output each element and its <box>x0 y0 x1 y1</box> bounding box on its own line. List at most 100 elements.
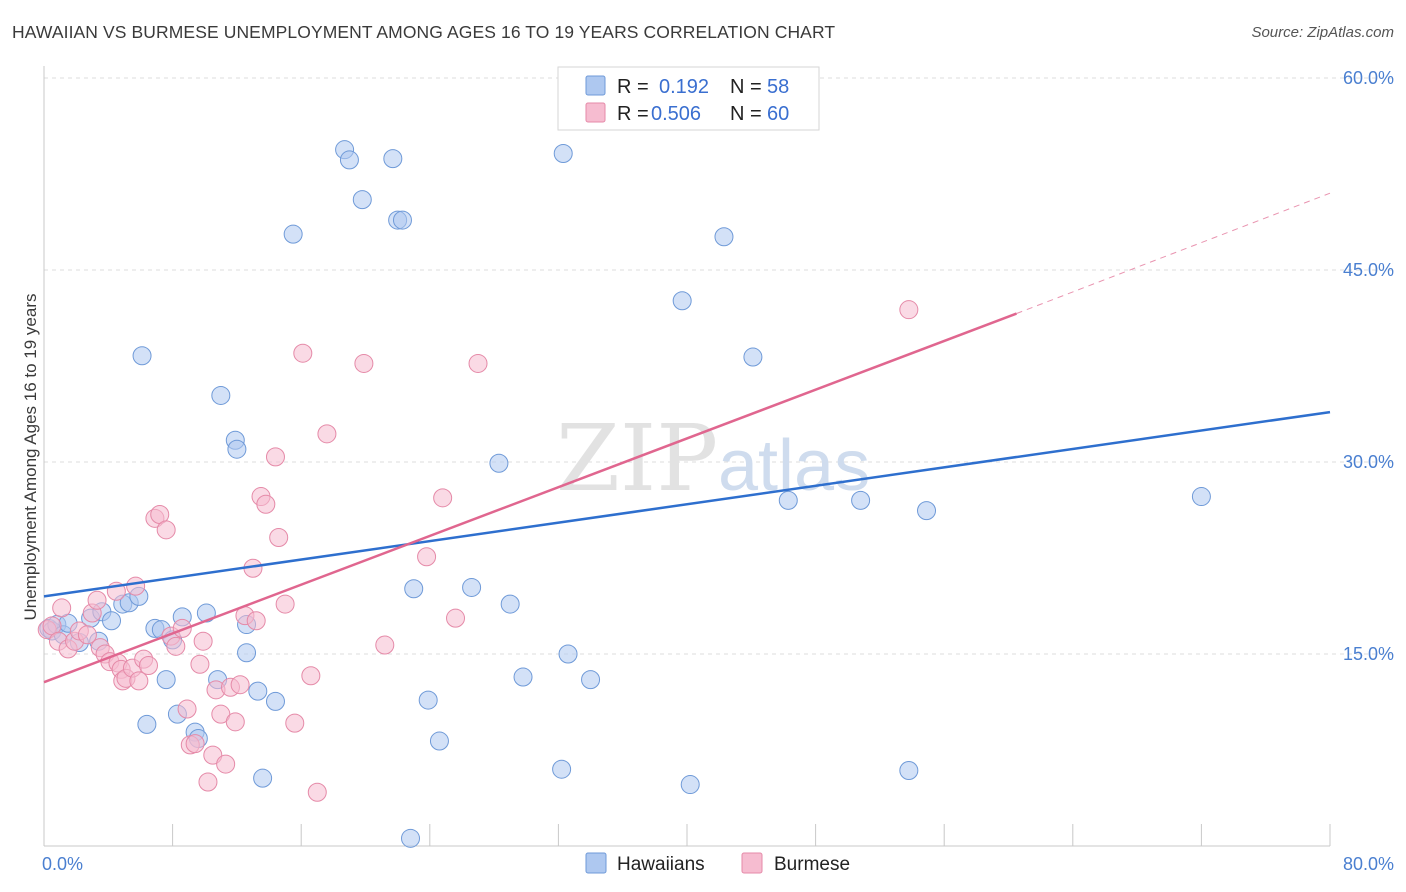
hawaiians-point <box>714 227 734 247</box>
hawaiians-point <box>265 691 285 711</box>
bottom-legend-swatch-hawaiians <box>585 852 607 874</box>
hawaiians-point <box>513 667 533 687</box>
burmese-point <box>225 712 245 732</box>
burmese-point <box>198 772 218 792</box>
hawaiians-point <box>156 670 176 690</box>
hawaiians-point <box>899 760 919 780</box>
hawaiians-trendline <box>43 410 1331 598</box>
burmese-point <box>129 671 149 691</box>
hawaiians-point <box>404 579 424 599</box>
burmese-point <box>246 611 266 631</box>
hawaiians-point <box>553 144 573 164</box>
y-tick-label: 30.0% <box>1343 452 1394 472</box>
y-tick-label: 60.0% <box>1343 68 1394 88</box>
hawaiians-point <box>418 690 438 710</box>
burmese-point <box>52 598 72 618</box>
burmese-point <box>468 353 488 373</box>
hawaiians-point <box>581 670 601 690</box>
burmese-point <box>77 625 97 645</box>
hawaiians-point <box>102 611 122 631</box>
bottom-legend-swatch-burmese <box>741 852 763 874</box>
burmese-trendline <box>43 312 1017 684</box>
hawaiians-point <box>1191 487 1211 507</box>
burmese-point <box>275 594 295 614</box>
burmese-point <box>156 520 176 540</box>
hawaiians-point <box>137 714 157 734</box>
hawaiians-point <box>248 681 268 701</box>
burmese-point <box>899 300 919 320</box>
hawaiians-point <box>392 210 412 230</box>
legend-r-value-burmese: 0.506 <box>651 103 701 125</box>
burmese-point <box>317 424 337 444</box>
hawaiians-point <box>462 577 482 597</box>
hawaiians-point <box>132 346 152 366</box>
burmese-point <box>126 576 146 596</box>
burmese-point <box>354 353 374 373</box>
legend-n-value-burmese: 60 <box>767 103 789 125</box>
hawaiians-point <box>778 490 798 510</box>
legend-r-label-burmese: R = <box>617 103 649 125</box>
burmese-point <box>301 666 321 686</box>
legend-r-value-hawaiians: 0.192 <box>659 76 709 98</box>
legend-n-value-hawaiians: 58 <box>767 76 789 98</box>
hawaiians-point <box>211 385 231 405</box>
hawaiians-point <box>283 224 303 244</box>
burmese-points <box>37 300 919 802</box>
burmese-point <box>87 590 107 610</box>
legend-swatch-burmese <box>585 102 606 123</box>
burmese-point <box>433 488 453 508</box>
burmese-point <box>293 343 313 363</box>
hawaiians-point <box>558 644 578 664</box>
hawaiians-point <box>339 150 359 170</box>
stats-legend: R = 0.192 N = 58 R = 0.506 N = 60 <box>557 66 820 131</box>
burmese-point <box>265 447 285 467</box>
hawaiians-point <box>672 291 692 311</box>
burmese-point <box>375 635 395 655</box>
burmese-point <box>417 547 437 567</box>
hawaiians-point <box>237 643 257 663</box>
hawaiians-point <box>500 594 520 614</box>
x-tick-label: 0.0% <box>42 854 83 874</box>
hawaiians-point <box>489 453 509 473</box>
hawaiians-point <box>227 439 247 459</box>
burmese-point <box>446 608 466 628</box>
burmese-point <box>193 631 213 651</box>
bottom-legend-hawaiians: Hawaiians <box>617 854 705 875</box>
y-tick-label: 45.0% <box>1343 260 1394 280</box>
hawaiians-point <box>352 190 372 210</box>
burmese-point <box>230 675 250 695</box>
burmese-point <box>166 636 186 656</box>
hawaiians-point <box>253 768 273 788</box>
series-legend: Hawaiians Burmese <box>585 852 850 875</box>
chart-title: HAWAIIAN VS BURMESE UNEMPLOYMENT AMONG A… <box>12 22 836 42</box>
hawaiians-point <box>429 731 449 751</box>
hawaiians-point <box>401 828 421 848</box>
hawaiians-point <box>552 759 572 779</box>
source-label: Source: ZipAtlas.com <box>1251 24 1394 41</box>
burmese-point <box>185 734 205 754</box>
burmese-point <box>138 656 158 676</box>
legend-n-label-hawaiians: N = <box>730 76 762 98</box>
burmese-point <box>190 654 210 674</box>
y-tick-label: 15.0% <box>1343 644 1394 664</box>
legend-r-label-hawaiians: R = <box>617 76 649 98</box>
watermark-atlas: atlas <box>718 426 870 506</box>
hawaiians-point <box>743 347 763 367</box>
hawaiians-point <box>680 775 700 795</box>
burmese-point <box>172 618 192 638</box>
burmese-point <box>216 754 236 774</box>
legend-n-label-burmese: N = <box>730 103 762 125</box>
burmese-trendline-extension <box>1016 192 1331 314</box>
burmese-point <box>269 528 289 548</box>
tick-labels: 15.0% 30.0% 45.0% 60.0% 0.0% 80.0% <box>42 68 1394 874</box>
burmese-point <box>307 782 327 802</box>
burmese-point <box>256 494 276 514</box>
bottom-legend-burmese: Burmese <box>774 854 850 875</box>
hawaiians-point <box>851 490 871 510</box>
x-tick-label: 80.0% <box>1343 854 1394 874</box>
hawaiians-point <box>917 501 937 521</box>
y-axis-title: Unemployment Among Ages 16 to 19 years <box>21 294 40 621</box>
hawaiians-point <box>196 603 216 623</box>
hawaiians-point <box>383 149 403 169</box>
